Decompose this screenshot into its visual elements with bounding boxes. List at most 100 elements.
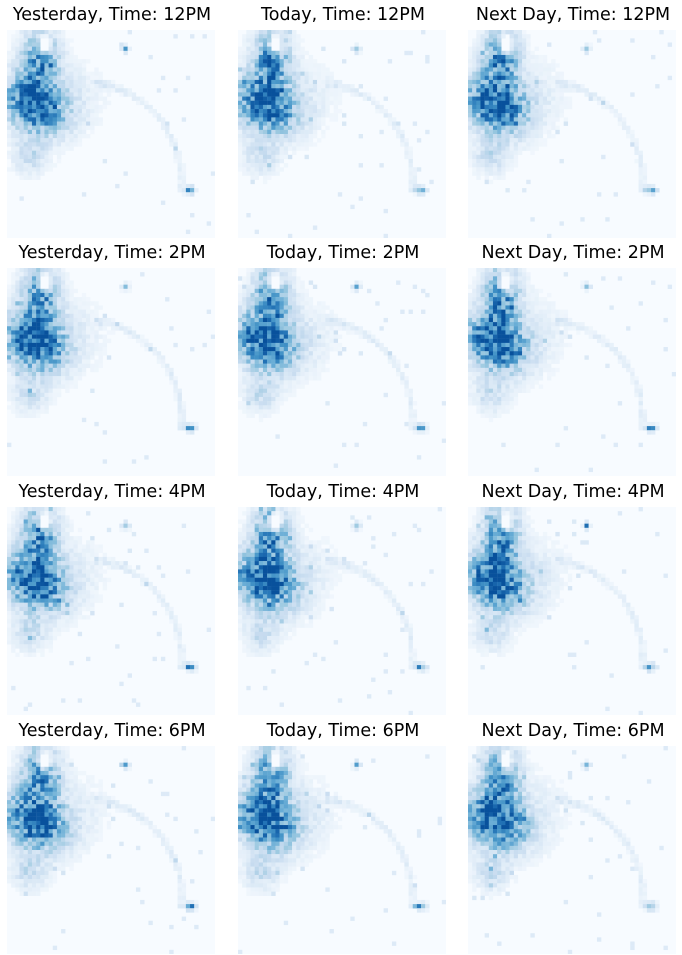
heatmap-cell — [23, 138, 28, 143]
heatmap-cell — [69, 129, 74, 135]
heatmap-cell — [254, 372, 259, 377]
heatmap-cell — [40, 305, 45, 310]
heatmap-cell — [292, 363, 297, 369]
heatmap-cell — [300, 59, 305, 64]
heatmap-cell — [588, 96, 593, 101]
heatmap-cell — [11, 50, 16, 56]
heatmap-cell — [526, 359, 531, 364]
heatmap-cell — [476, 163, 481, 168]
heatmap-cell — [542, 138, 548, 143]
heatmap-cell — [15, 359, 20, 364]
heatmap-cell — [484, 342, 489, 348]
heatmap-cell — [559, 221, 564, 226]
heatmap-cell — [19, 380, 24, 385]
heatmap-cell — [206, 309, 212, 314]
heatmap-cell — [497, 134, 502, 139]
heatmap-cell — [333, 322, 339, 327]
heatmap-cell — [44, 401, 49, 406]
heatmap-cell — [65, 301, 70, 306]
heatmap-cell — [638, 396, 643, 402]
heatmap-cell — [480, 50, 485, 56]
heatmap-cell — [488, 109, 494, 114]
heatmap-cell — [69, 75, 74, 81]
heatmap-cell — [534, 129, 539, 135]
heatmap-cell — [308, 63, 314, 68]
heatmap-cell — [11, 396, 16, 402]
heatmap-cell — [238, 84, 243, 89]
heatmap-cell — [283, 84, 289, 89]
heatmap-cell — [559, 84, 564, 89]
heatmap-cell — [312, 338, 318, 344]
heatmap-cell — [27, 334, 33, 339]
heatmap-cell — [468, 317, 473, 323]
heatmap-cell — [292, 121, 297, 126]
heatmap-cell — [48, 523, 53, 528]
heatmap-cell — [312, 96, 318, 101]
heatmap-cell — [601, 338, 606, 344]
heatmap-cell — [534, 54, 539, 60]
heatmap-cell — [123, 88, 128, 93]
heatmap-cell — [488, 79, 494, 85]
heatmap-cell — [86, 71, 91, 76]
heatmap-cell — [468, 338, 473, 344]
heatmap-cell — [292, 125, 297, 131]
heatmap-cell — [513, 380, 519, 385]
heatmap-cell — [505, 188, 510, 193]
heatmap-cell — [69, 63, 74, 68]
heatmap-cell — [563, 79, 569, 85]
heatmap-cell — [19, 50, 24, 56]
heatmap-cell — [505, 154, 510, 160]
heatmap-cell — [48, 581, 53, 587]
heatmap-cell — [31, 59, 37, 64]
heatmap-cell — [254, 288, 259, 294]
heatmap-cell — [52, 50, 58, 56]
heatmap-cell — [31, 34, 37, 39]
heatmap-cell — [275, 268, 280, 273]
heatmap-cell — [271, 121, 276, 126]
heatmap-cell — [254, 171, 259, 176]
heatmap-cell — [40, 342, 45, 348]
heatmap-cell — [36, 413, 41, 418]
heatmap-cell — [472, 396, 477, 402]
heatmap-cell — [238, 46, 243, 51]
heatmap-cell — [404, 142, 409, 147]
heatmap-cell — [267, 351, 272, 356]
heatmap-cell — [412, 417, 418, 423]
heatmap-cell — [238, 388, 243, 393]
heatmap-cell — [580, 46, 585, 51]
heatmap-cell — [262, 376, 268, 381]
heatmap-cell — [262, 109, 268, 114]
heatmap-cell — [262, 171, 268, 176]
heatmap-cell — [279, 276, 284, 281]
heatmap-cell — [354, 50, 359, 56]
heatmap-cell — [27, 388, 33, 393]
heatmap-cell — [551, 125, 556, 131]
heatmap-cell — [480, 129, 485, 135]
heatmap-cell — [497, 413, 502, 418]
heatmap-cell — [65, 113, 70, 118]
heatmap-cell — [169, 376, 174, 381]
heatmap-cell — [65, 121, 70, 126]
heatmap-cell — [626, 367, 631, 373]
heatmap-cell — [325, 347, 330, 352]
heatmap-cell — [61, 280, 66, 285]
heatmap-cell — [44, 355, 49, 360]
heatmap-cell — [262, 367, 268, 373]
heatmap-cell — [538, 75, 544, 81]
heatmap-cell — [44, 372, 49, 377]
heatmap-cell — [52, 292, 58, 298]
heatmap-cell — [267, 88, 272, 93]
heatmap-cell — [563, 330, 569, 335]
heatmap-cell — [567, 84, 573, 89]
heatmap-cell — [19, 297, 24, 302]
heatmap-cell — [476, 301, 481, 306]
heatmap-cell — [271, 388, 276, 393]
heatmap-cell — [94, 363, 99, 369]
heatmap-cell — [517, 59, 523, 64]
heatmap-cell — [77, 109, 83, 114]
heatmap-cell — [279, 342, 284, 348]
heatmap-cell — [501, 92, 506, 97]
heatmap-cell — [287, 280, 293, 285]
heatmap-cell — [258, 309, 264, 314]
heatmap-cell — [472, 54, 477, 60]
